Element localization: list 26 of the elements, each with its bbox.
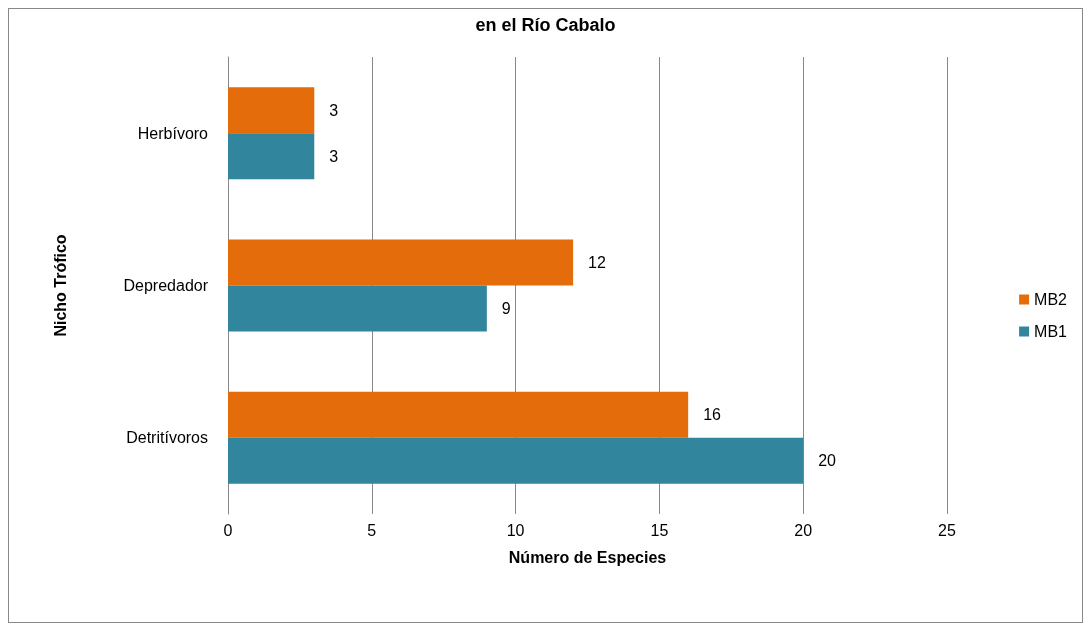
x-tick-label: 5 [367,521,377,539]
data-label: 3 [329,101,339,119]
y-tick-label: Depredador [123,277,209,294]
bar [228,285,487,332]
data-label: 9 [501,300,511,317]
data-label: 12 [588,254,607,271]
legend-label: MB1 [1034,323,1068,340]
x-tick-label: 0 [223,521,233,539]
x-tick-label: 15 [650,521,669,539]
bar [228,87,315,134]
x-tick-label: 25 [938,521,956,539]
data-label: 20 [818,452,837,470]
y-tick-label: Herbívoro [137,124,209,142]
bar [228,437,804,484]
y-tick-label: Detritívoros [126,429,208,447]
x-tick-label: 10 [506,521,525,539]
y-axis-title: Nicho Trófico [51,234,69,337]
x-axis-title: Número de Especies [508,548,667,566]
data-label: 3 [329,147,339,165]
bar [228,239,574,286]
chart-title: en el Río Cabalo [475,15,616,35]
bar [228,133,315,180]
legend-label: MB2 [1034,291,1068,308]
data-label: 16 [703,406,722,424]
bar [228,391,689,438]
x-tick-label: 20 [794,521,813,539]
